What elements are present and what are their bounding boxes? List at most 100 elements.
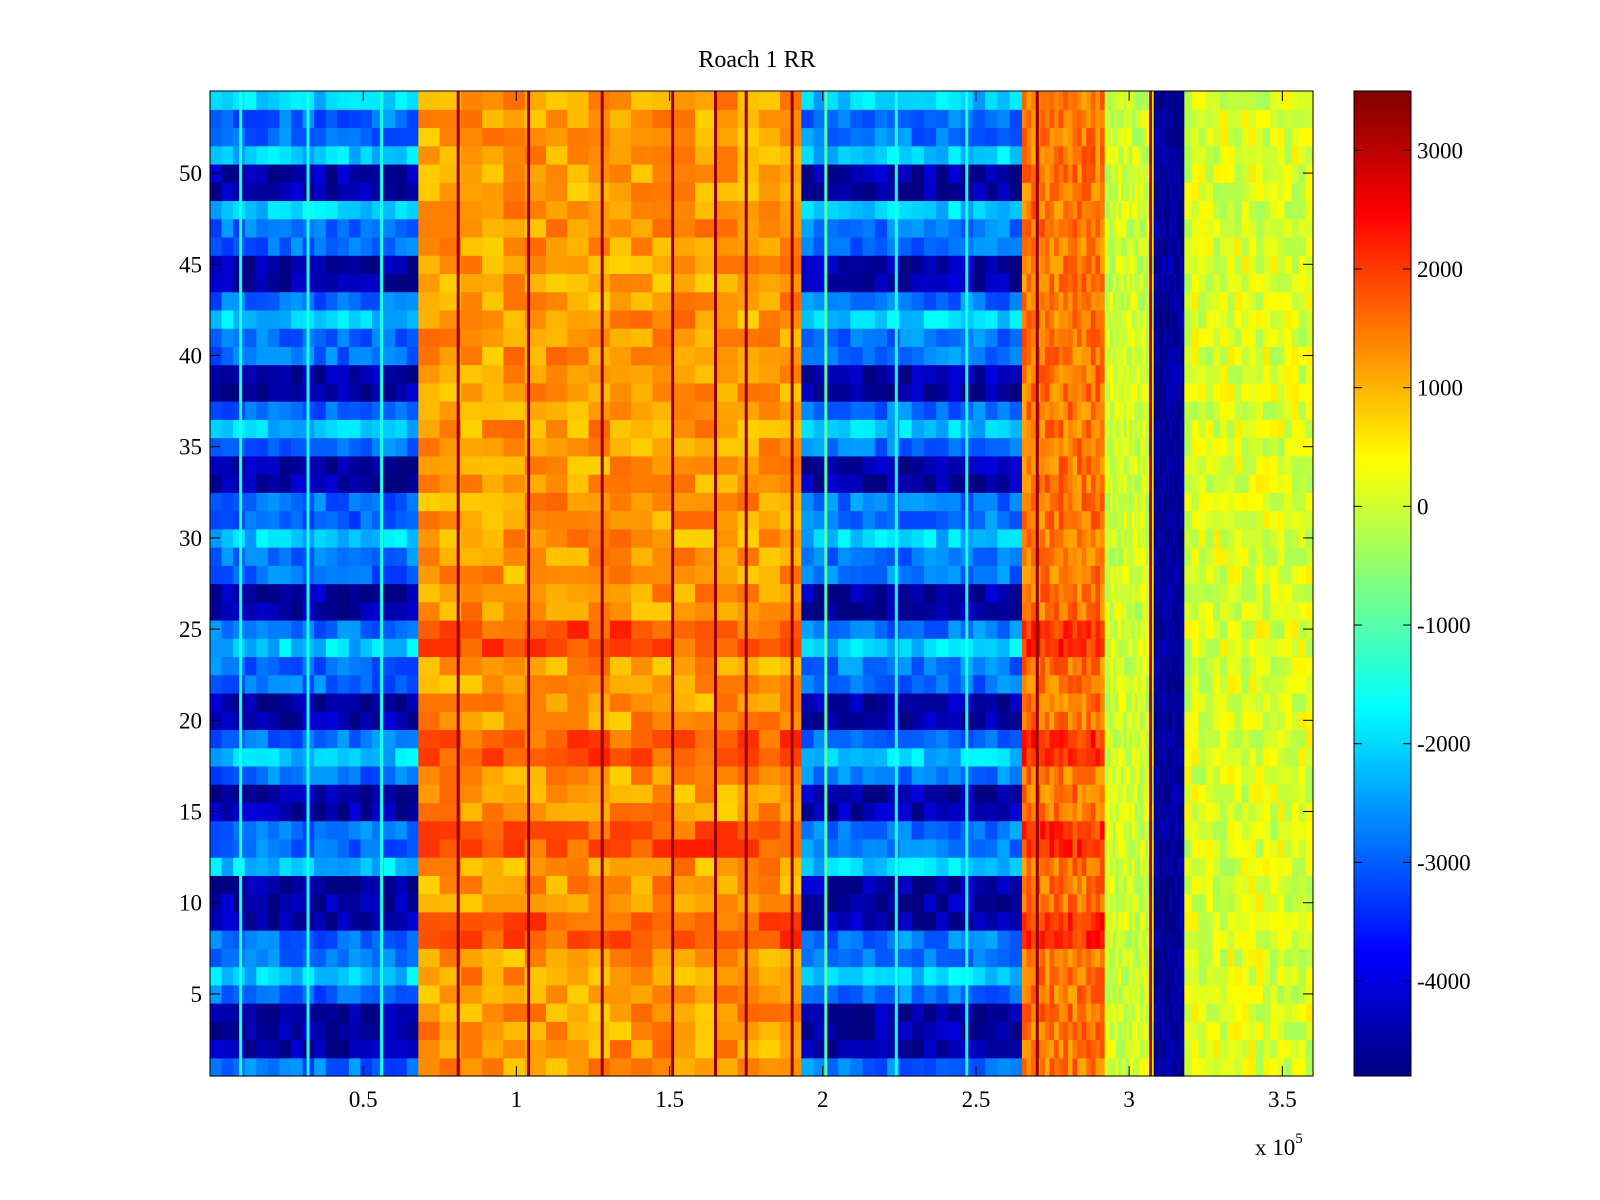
- heatmap-cell: [1044, 838, 1051, 858]
- heatmap-cell: [1142, 1021, 1147, 1041]
- heatmap-cell: [1031, 893, 1037, 913]
- heatmap-cell: [1115, 930, 1119, 949]
- heatmap-cell: [244, 765, 257, 785]
- heatmap-cell: [567, 364, 590, 384]
- heatmap-cell: [673, 911, 696, 931]
- heatmap-cell: [546, 145, 568, 165]
- heatmap-cell: [1026, 346, 1032, 366]
- heatmap-cell: [911, 565, 925, 585]
- heatmap-cell: [1026, 1021, 1032, 1041]
- heatmap-cell: [923, 127, 937, 147]
- heatmap-cell: [1058, 455, 1064, 475]
- heatmap-cell: [221, 145, 234, 165]
- heatmap-cell: [1086, 364, 1092, 384]
- heatmap-cell: [887, 182, 900, 202]
- heatmap-cell: [1142, 492, 1147, 512]
- heatmap-cell: [1123, 437, 1128, 457]
- heatmap-cell: [948, 382, 962, 402]
- heatmap-cell: [1077, 911, 1083, 931]
- heatmap-cell: [1095, 510, 1101, 530]
- heatmap-cell: [1140, 966, 1144, 986]
- heatmap-cell: [1095, 820, 1101, 840]
- heatmap-cell: [1137, 492, 1141, 512]
- heatmap-cell: [383, 1003, 396, 1022]
- heatmap-cell: [503, 255, 526, 275]
- heatmap-cell: [716, 638, 739, 658]
- heatmap-cell: [325, 638, 338, 658]
- heatmap-cell: [1049, 930, 1055, 949]
- heatmap-cell: [1021, 437, 1028, 457]
- heatmap-cell: [923, 638, 937, 658]
- heatmap-cell: [972, 674, 986, 694]
- heatmap-cell: [1134, 1021, 1138, 1041]
- heatmap-cell: [439, 692, 462, 712]
- heatmap-cell: [1021, 309, 1028, 329]
- heatmap-cell: [418, 528, 441, 548]
- heatmap-cell: [1067, 893, 1074, 913]
- heatmap-cell: [267, 291, 281, 311]
- heatmap-cell: [1145, 784, 1149, 803]
- heatmap-cell: [1077, 437, 1083, 457]
- heatmap-cell: [439, 163, 462, 183]
- heatmap-cell: [948, 255, 962, 275]
- heatmap-cell: [1115, 765, 1119, 785]
- heatmap-cell: [1081, 638, 1087, 658]
- heatmap-cell: [1129, 346, 1133, 366]
- heatmap-cell: [418, 218, 441, 238]
- heatmap-cell: [1142, 419, 1147, 439]
- heatmap-cell: [524, 273, 547, 293]
- heatmap-cell: [716, 820, 739, 840]
- heatmap-cell: [609, 492, 632, 512]
- heatmap-cell: [1129, 200, 1133, 220]
- heatmap-cell: [546, 419, 568, 439]
- heatmap-cell: [609, 163, 632, 183]
- heatmap-cell: [1107, 346, 1111, 366]
- heatmap-cell: [279, 474, 292, 493]
- heatmap-cell: [874, 838, 888, 858]
- heatmap-cell: [1169, 984, 1172, 1004]
- heatmap-cell: [1137, 474, 1141, 493]
- heatmap-cell: [383, 747, 396, 767]
- heatmap-cell: [887, 711, 900, 731]
- heatmap-cell: [1118, 145, 1122, 165]
- heatmap-cell: [887, 784, 900, 803]
- heatmap-cell: [337, 455, 350, 475]
- heatmap-cell: [1126, 765, 1130, 785]
- heatmap-cell: [1110, 364, 1114, 384]
- heatmap-cell: [244, 711, 257, 731]
- heatmap-cell: [911, 547, 925, 566]
- heatmap-cell: [758, 382, 781, 402]
- heatmap-cell: [1067, 656, 1074, 676]
- heatmap-cell: [1086, 1003, 1092, 1022]
- heatmap-cell: [1049, 382, 1055, 402]
- heatmap-cell: [1031, 1039, 1037, 1059]
- heatmap-cell: [1121, 930, 1125, 949]
- heatmap-cell: [1021, 346, 1028, 366]
- heatmap-cell: [631, 656, 653, 676]
- heatmap-cell: [838, 273, 851, 293]
- heatmap-cell: [838, 1057, 851, 1077]
- heatmap-cell: [1086, 273, 1092, 293]
- heatmap-cell: [337, 364, 350, 384]
- heatmap-cell: [1142, 583, 1147, 603]
- heatmap-cell: [673, 109, 696, 129]
- heatmap-cell: [1150, 255, 1155, 275]
- heatmap-cell: [1157, 948, 1160, 968]
- heatmap-cell: [631, 145, 653, 165]
- heatmap-cell: [838, 619, 851, 639]
- heatmap-cell: [221, 711, 234, 731]
- heatmap-cell: [395, 674, 408, 694]
- heatmap-cell: [256, 474, 269, 493]
- heatmap-cell: [325, 930, 338, 949]
- heatmap-cell: [210, 182, 223, 202]
- heatmap-cell: [1112, 1021, 1117, 1041]
- heatmap-cell: [1175, 966, 1179, 986]
- heatmap-cell: [567, 1057, 590, 1077]
- heatmap-cell: [460, 966, 483, 986]
- heatmap-cell: [1095, 474, 1101, 493]
- heatmap-cell: [1131, 255, 1136, 275]
- heatmap-cell: [1063, 711, 1069, 731]
- heatmap-cell: [936, 984, 949, 1004]
- heatmap-cell: [337, 948, 350, 968]
- heatmap-cell: [1063, 656, 1069, 676]
